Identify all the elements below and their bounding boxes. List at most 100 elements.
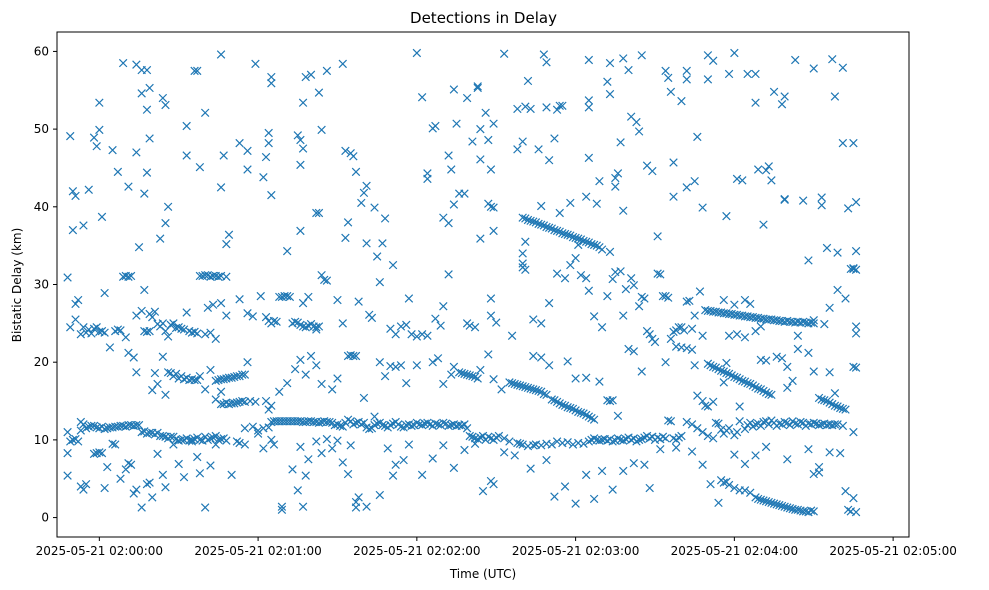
data-point — [772, 500, 781, 509]
data-point — [100, 483, 109, 493]
data-point — [444, 270, 453, 279]
data-point — [568, 232, 578, 242]
data-point — [232, 371, 242, 381]
data-point — [402, 378, 411, 388]
data-point — [171, 369, 181, 379]
data-point — [814, 420, 824, 430]
data-point — [809, 418, 818, 428]
data-point — [814, 468, 824, 477]
data-point — [386, 420, 395, 430]
data-point — [68, 187, 78, 196]
data-point — [851, 246, 861, 256]
data-point — [137, 427, 146, 437]
data-point — [322, 276, 332, 285]
data-point — [169, 319, 178, 328]
data-point — [362, 181, 371, 191]
data-point — [825, 303, 834, 313]
data-point — [338, 458, 347, 467]
data-point — [605, 58, 615, 68]
data-point — [706, 361, 715, 370]
data-point — [555, 208, 564, 218]
data-point — [735, 402, 744, 411]
data-point — [489, 226, 498, 236]
data-point — [97, 212, 107, 222]
data-point — [380, 214, 390, 223]
data-point — [521, 102, 530, 111]
data-point — [751, 69, 760, 79]
data-point — [820, 396, 829, 405]
data-point — [478, 486, 488, 496]
data-point — [809, 367, 818, 376]
data-point — [404, 440, 414, 449]
data-point — [412, 332, 422, 341]
plot-frame — [56, 31, 910, 538]
data-point — [264, 405, 273, 414]
data-point — [267, 435, 276, 445]
data-point — [555, 101, 564, 111]
data-point — [719, 295, 729, 305]
data-point — [505, 437, 514, 446]
data-point — [492, 433, 501, 442]
data-point — [634, 435, 644, 445]
data-point — [658, 291, 668, 301]
data-point — [124, 272, 133, 281]
data-point — [470, 323, 480, 332]
data-point — [113, 325, 123, 334]
data-point — [499, 49, 509, 58]
data-point — [677, 431, 686, 441]
data-point — [566, 198, 575, 208]
data-point — [433, 420, 443, 429]
data-point — [481, 108, 490, 118]
data-point — [584, 153, 594, 163]
data-point — [529, 441, 538, 450]
data-point — [529, 351, 538, 361]
data-point — [817, 395, 826, 404]
data-point — [748, 381, 758, 390]
data-point — [666, 417, 676, 426]
data-point — [230, 399, 239, 408]
data-point — [661, 291, 670, 301]
data-point — [95, 448, 104, 457]
chart-title: Detections in Delay — [410, 9, 557, 27]
data-point — [753, 384, 763, 393]
y-tick-label: 30 — [34, 278, 49, 292]
data-point — [777, 100, 787, 109]
data-point — [351, 418, 361, 428]
data-point — [486, 294, 496, 303]
data-point — [558, 228, 567, 238]
data-point — [828, 54, 837, 64]
data-point — [423, 418, 432, 428]
data-point — [806, 506, 816, 515]
data-point — [219, 375, 228, 384]
data-point — [169, 440, 178, 449]
data-point — [637, 51, 646, 60]
data-point — [338, 422, 347, 431]
data-point — [584, 55, 594, 65]
data-point — [555, 399, 564, 408]
data-point — [460, 369, 469, 379]
data-point — [515, 381, 525, 390]
data-point — [261, 312, 271, 322]
data-point — [566, 260, 575, 270]
data-point — [349, 152, 358, 161]
data-point — [518, 382, 527, 391]
data-point — [679, 326, 689, 335]
data-point — [417, 470, 427, 480]
data-point — [788, 376, 797, 386]
data-point — [849, 138, 858, 148]
data-point — [510, 379, 519, 389]
data-point — [732, 373, 742, 382]
data-point — [592, 241, 602, 250]
data-point — [526, 104, 535, 114]
data-point — [285, 292, 295, 302]
data-point — [544, 155, 554, 165]
data-point — [158, 93, 168, 103]
data-point — [708, 56, 718, 65]
data-point — [515, 439, 525, 448]
data-point — [298, 144, 308, 153]
data-point — [63, 427, 72, 437]
data-point — [581, 192, 591, 201]
data-point — [568, 440, 578, 449]
data-point — [216, 183, 226, 192]
data-point — [576, 408, 586, 417]
